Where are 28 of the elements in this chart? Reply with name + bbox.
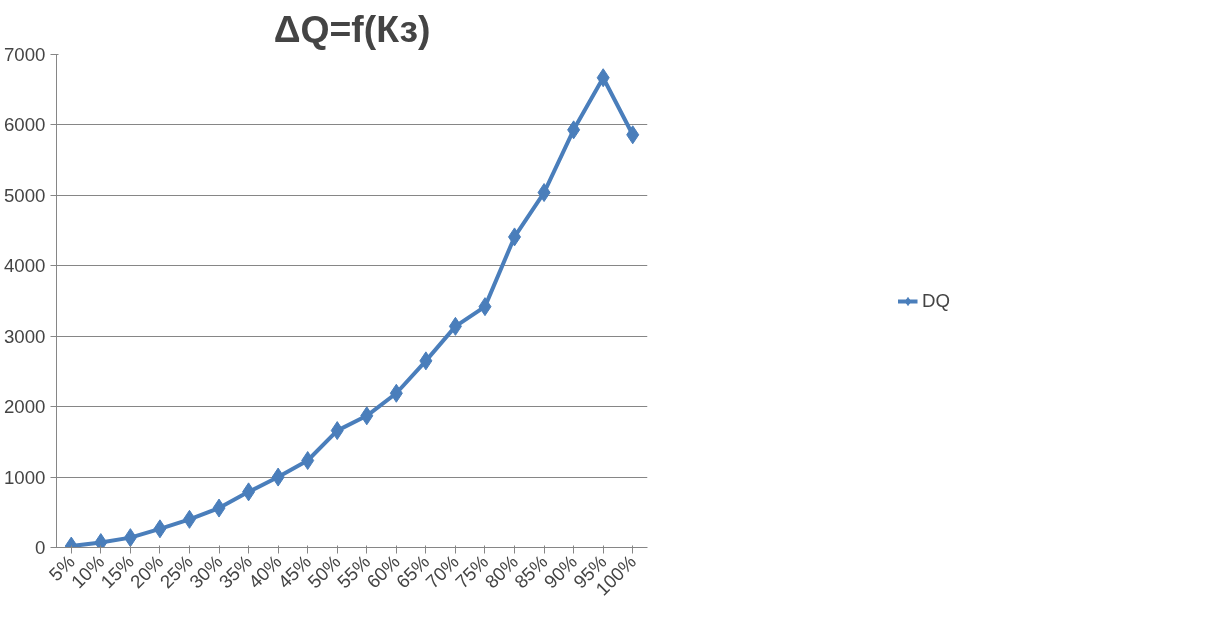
y-tick-label: 7000: [4, 44, 46, 65]
chart-title: ΔQ=f(Кз): [273, 7, 431, 50]
y-tick-label: 4000: [4, 255, 46, 277]
y-tick-label: 5000: [4, 184, 46, 206]
point: [448, 316, 462, 336]
point: [419, 351, 433, 371]
point: [271, 467, 285, 487]
y-tick-label: 1000: [4, 466, 46, 488]
point: [360, 406, 374, 426]
point: [537, 183, 551, 203]
point: [508, 227, 522, 247]
point: [301, 451, 315, 471]
point: [330, 421, 344, 441]
legend-label: DQ: [922, 289, 950, 312]
point: [567, 120, 581, 140]
point: [389, 383, 403, 403]
point: [212, 498, 226, 518]
point: [242, 482, 256, 502]
point: [123, 528, 137, 548]
point: [182, 509, 196, 529]
y-tick-label: 3000: [4, 325, 46, 347]
point: [153, 519, 167, 539]
y-tick-label: 0: [35, 537, 46, 558]
point: [626, 125, 640, 145]
point: [596, 68, 610, 88]
point: [478, 297, 492, 317]
y-tick-label: 6000: [4, 114, 46, 136]
y-tick-label: 2000: [4, 396, 46, 418]
